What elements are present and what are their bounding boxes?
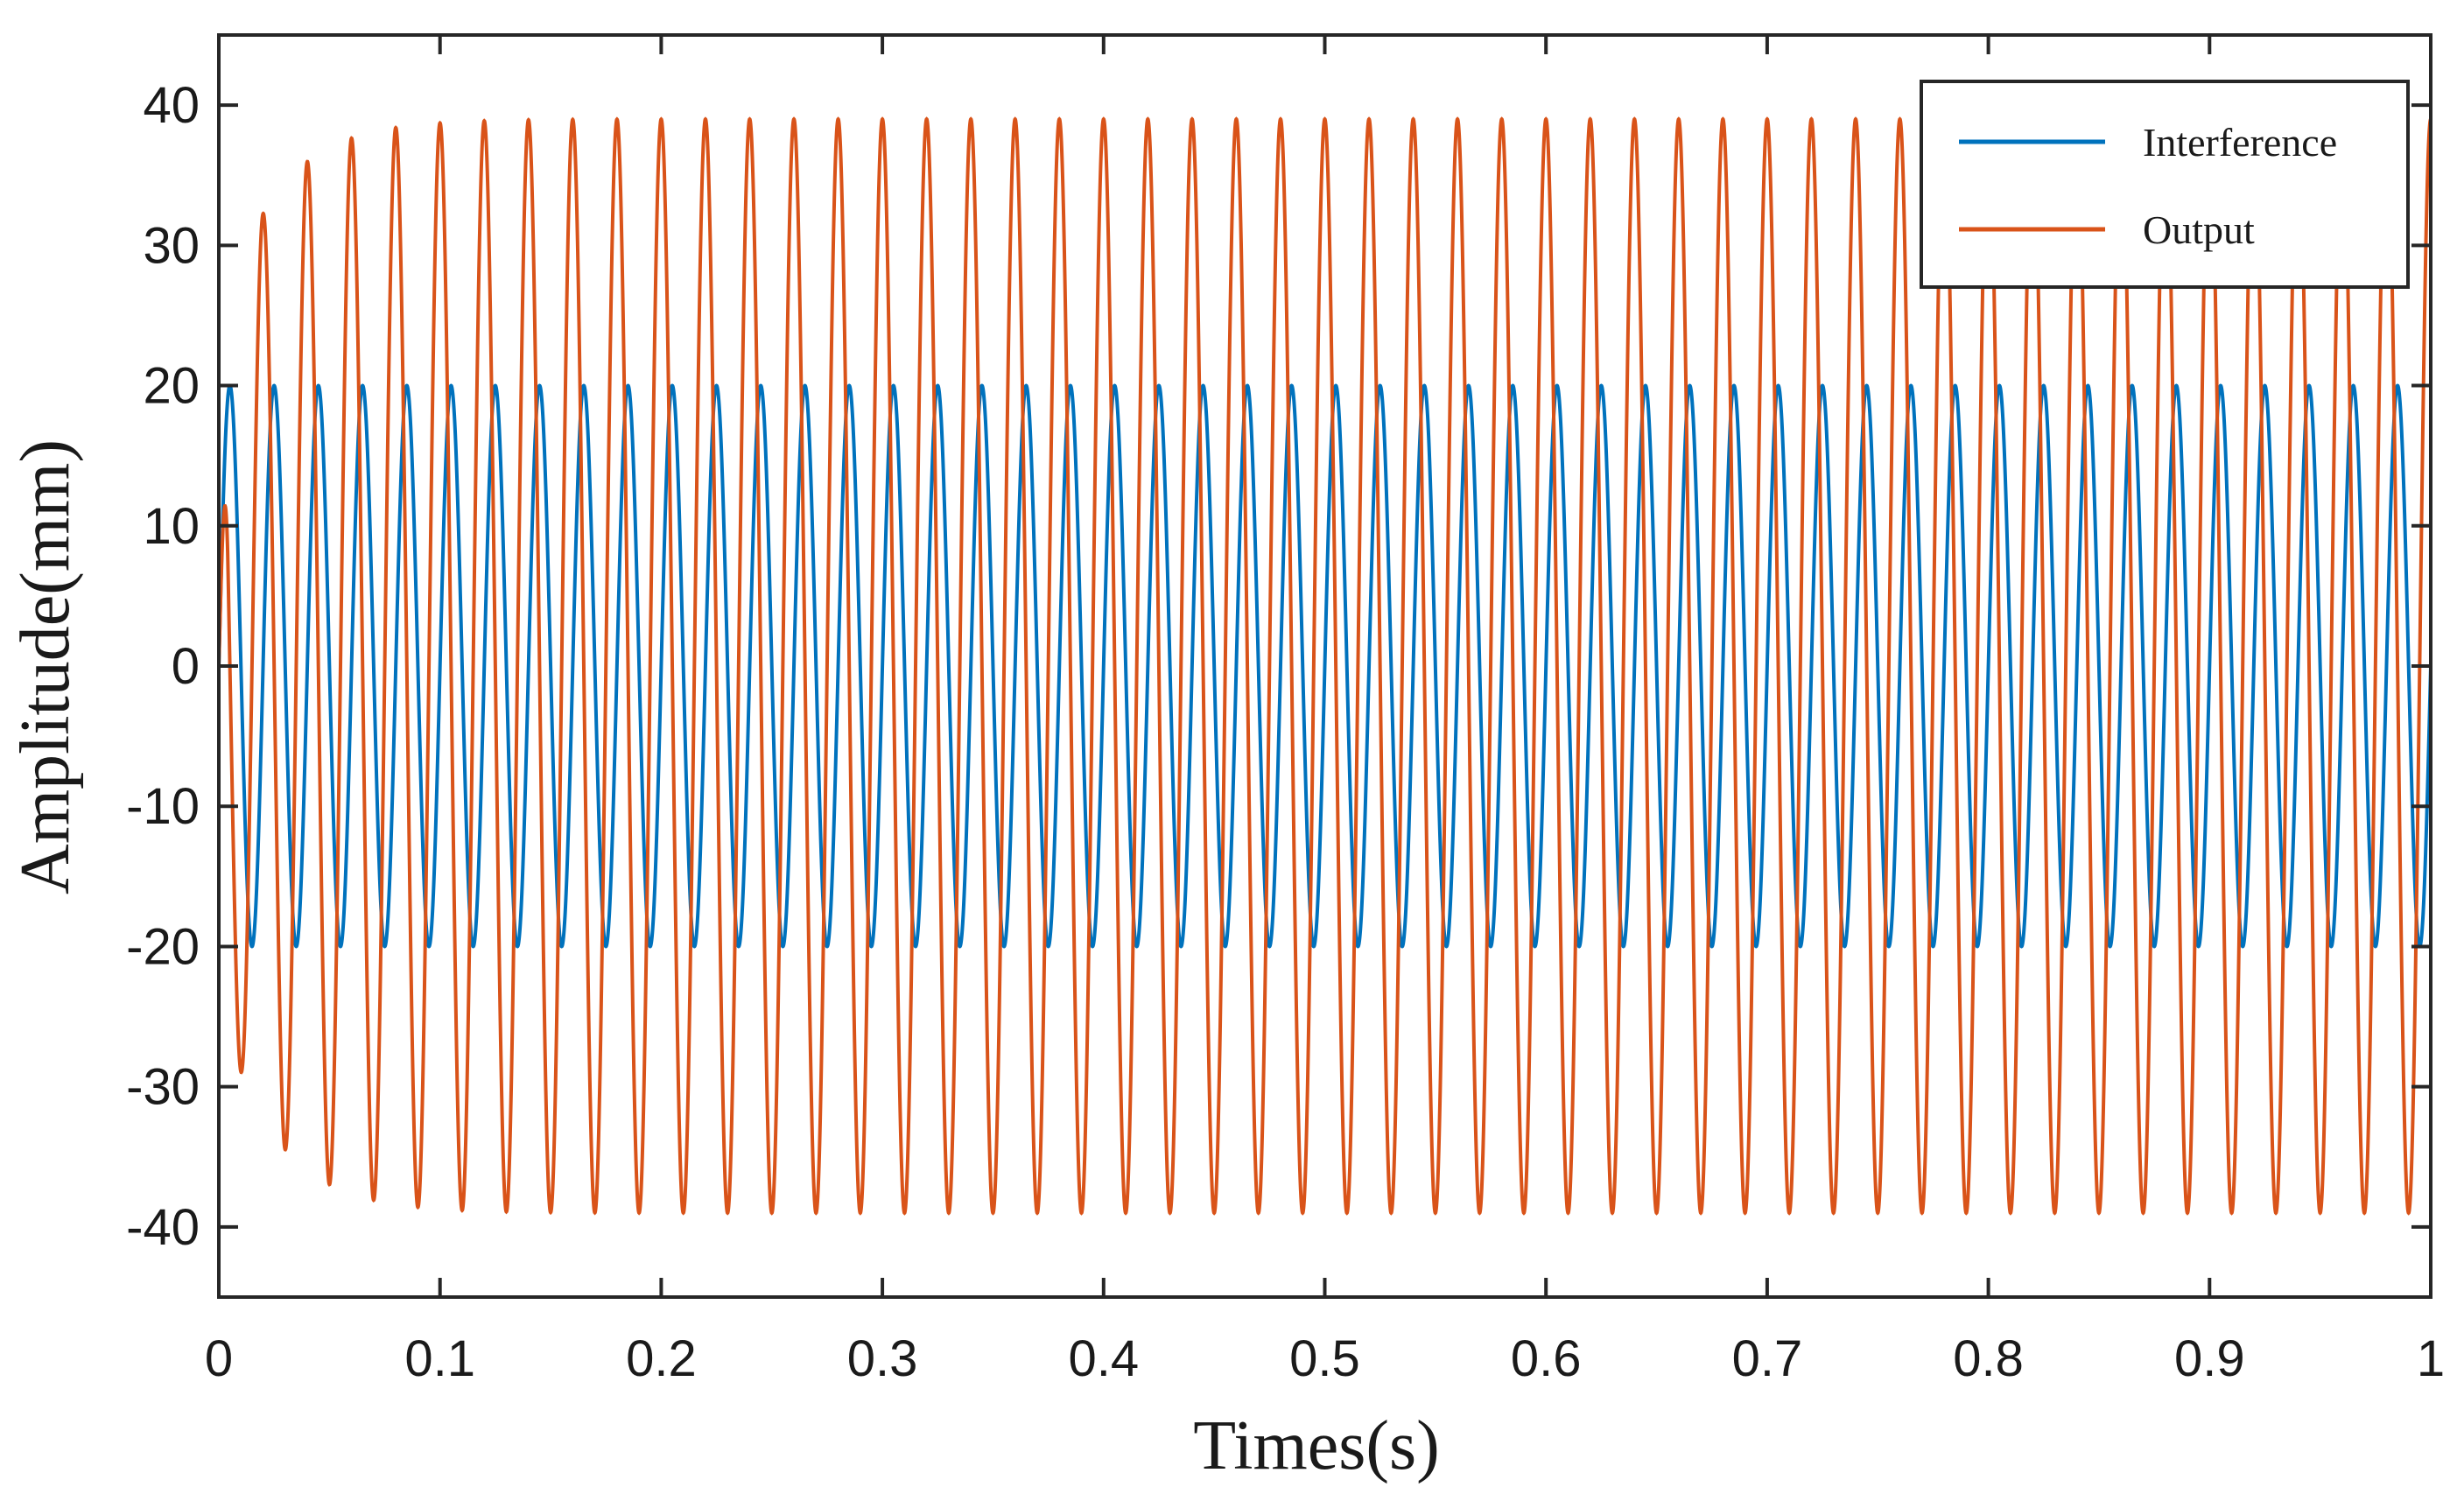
- x-tick-label: 0.9: [2174, 1330, 2245, 1387]
- y-tick-label: -10: [126, 778, 200, 835]
- y-tick-label: -40: [126, 1199, 200, 1256]
- x-tick-label: 0.8: [1953, 1330, 2024, 1387]
- y-tick-label: 30: [143, 217, 200, 274]
- y-tick-label: 40: [143, 77, 200, 134]
- x-tick-label: 0.6: [1511, 1330, 1582, 1387]
- legend-box: [1920, 80, 2410, 289]
- x-tick-label: 0.3: [847, 1330, 918, 1387]
- y-axis: 40 30 20 10 0 -10 -20 -30 -40: [126, 77, 2431, 1256]
- y-tick-label: 10: [143, 498, 200, 555]
- y-tick-label: 20: [143, 358, 200, 415]
- x-axis: 0 0.1 0.2 0.3 0.4 0.5 0.6 0.7 0.8 0.9 1: [205, 35, 2445, 1387]
- x-tick-label: 0.4: [1068, 1330, 1139, 1387]
- y-tick-label: -30: [126, 1059, 200, 1116]
- x-tick-label: 1: [2417, 1330, 2445, 1387]
- series-line-output: [219, 116, 2431, 1216]
- legend-label-interference: Interference: [2143, 120, 2337, 165]
- x-tick-label: 0: [205, 1330, 233, 1387]
- y-tick-label: 0: [172, 638, 200, 695]
- y-tick-label: -20: [126, 918, 200, 975]
- x-tick-label: 0.7: [1732, 1330, 1803, 1387]
- legend-label-output: Output: [2143, 207, 2255, 252]
- legend: Interference Output: [1920, 80, 2410, 289]
- x-tick-label: 0.1: [404, 1330, 475, 1387]
- x-tick-label: 0.5: [1289, 1330, 1360, 1387]
- y-axis-title: Amplitude(mm): [7, 439, 84, 894]
- x-tick-label: 0.2: [626, 1330, 697, 1387]
- x-axis-title: Times(s): [1193, 1407, 1440, 1484]
